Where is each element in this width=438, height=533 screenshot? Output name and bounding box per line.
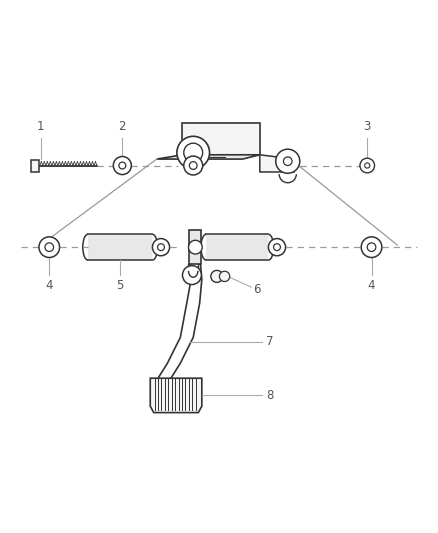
Text: 6: 6 xyxy=(253,283,261,296)
Circle shape xyxy=(361,237,382,257)
Polygon shape xyxy=(150,378,202,413)
Text: 5: 5 xyxy=(117,279,124,293)
Circle shape xyxy=(113,157,131,174)
Text: 4: 4 xyxy=(368,279,375,293)
Circle shape xyxy=(360,158,374,173)
Polygon shape xyxy=(260,155,294,172)
Circle shape xyxy=(184,156,203,175)
Circle shape xyxy=(365,163,370,168)
Circle shape xyxy=(276,149,300,173)
Circle shape xyxy=(45,243,53,252)
FancyBboxPatch shape xyxy=(189,230,201,264)
Text: 4: 4 xyxy=(46,279,53,293)
Circle shape xyxy=(189,161,197,169)
Circle shape xyxy=(283,157,292,166)
FancyBboxPatch shape xyxy=(88,235,152,260)
Circle shape xyxy=(367,243,376,252)
Circle shape xyxy=(268,239,286,256)
Circle shape xyxy=(211,270,223,282)
Circle shape xyxy=(177,136,209,169)
Text: 3: 3 xyxy=(364,120,371,133)
Circle shape xyxy=(183,265,201,285)
Polygon shape xyxy=(157,155,260,159)
Circle shape xyxy=(219,271,230,281)
Text: 8: 8 xyxy=(266,389,274,402)
Circle shape xyxy=(119,162,126,169)
Circle shape xyxy=(188,240,202,254)
Circle shape xyxy=(184,143,203,162)
FancyBboxPatch shape xyxy=(206,235,268,260)
Circle shape xyxy=(274,244,280,251)
Circle shape xyxy=(39,237,60,257)
Text: 2: 2 xyxy=(119,120,126,133)
Polygon shape xyxy=(183,123,260,155)
Circle shape xyxy=(152,239,170,256)
Circle shape xyxy=(158,244,164,251)
Text: 1: 1 xyxy=(37,120,44,133)
Polygon shape xyxy=(31,159,39,172)
Text: 7: 7 xyxy=(266,335,274,348)
